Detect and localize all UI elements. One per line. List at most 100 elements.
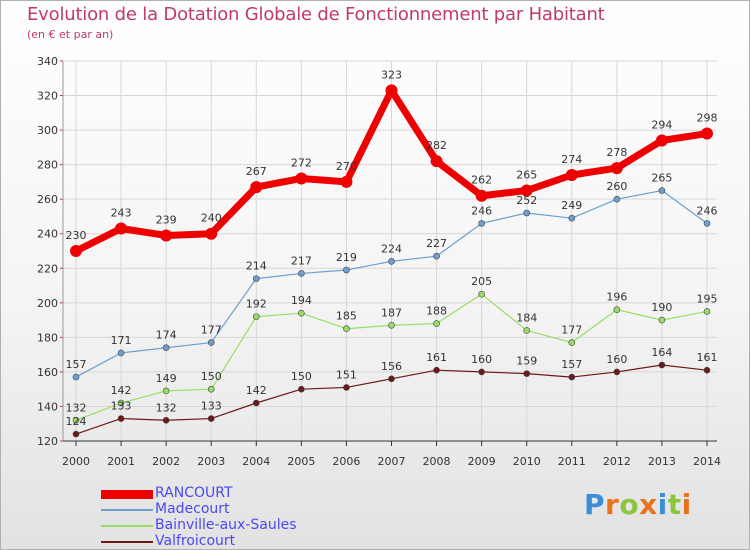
data-label: 196 — [606, 291, 627, 304]
data-point — [613, 306, 621, 314]
data-label: 240 — [201, 212, 222, 225]
data-point — [478, 220, 485, 227]
data-label: 252 — [516, 194, 537, 207]
data-label: 227 — [426, 237, 447, 250]
chart-subtitle: (en € et par an) — [27, 28, 114, 41]
data-label: 187 — [381, 306, 402, 319]
x-tick-label: 2001 — [107, 455, 135, 468]
data-point — [655, 134, 668, 147]
data-label: 272 — [291, 156, 312, 169]
data-point — [658, 316, 666, 324]
data-label: 132 — [156, 401, 177, 414]
x-tick-label: 2006 — [332, 455, 360, 468]
chart-legend: RANCOURT Madecourt Bainville-aux-Saules … — [101, 485, 361, 549]
data-label: 142 — [246, 384, 267, 397]
data-point — [658, 361, 666, 369]
data-point — [523, 209, 531, 217]
data-label: 239 — [156, 213, 177, 226]
data-point — [295, 172, 308, 185]
y-tick-label: 320 — [37, 90, 58, 103]
data-point — [433, 320, 440, 327]
data-point — [162, 344, 170, 352]
logo-letter: i — [681, 488, 692, 521]
y-tick-label: 120 — [37, 435, 58, 448]
data-label: 265 — [651, 172, 672, 185]
y-tick-label: 140 — [37, 400, 58, 413]
data-point — [72, 430, 80, 438]
data-label: 298 — [697, 112, 718, 125]
data-label: 270 — [336, 160, 357, 173]
data-label: 267 — [246, 165, 267, 178]
data-point — [388, 375, 395, 383]
x-tick-label: 2005 — [287, 455, 315, 468]
x-tick-label: 2012 — [603, 455, 631, 468]
data-label: 164 — [651, 346, 672, 359]
data-point — [205, 227, 218, 240]
data-label: 157 — [66, 358, 87, 371]
data-label: 278 — [606, 146, 627, 159]
data-label: 230 — [66, 229, 87, 242]
data-point — [298, 270, 305, 277]
data-label: 171 — [111, 334, 132, 347]
data-label: 161 — [697, 351, 718, 364]
data-point — [117, 415, 125, 422]
data-label: 214 — [246, 260, 267, 273]
logo-letter: t — [667, 488, 682, 521]
legend-swatch-bainville — [101, 525, 153, 527]
data-label: 177 — [201, 324, 222, 337]
legend-label: Bainville-aux-Saules — [155, 517, 297, 533]
data-label: 219 — [336, 251, 357, 264]
data-point — [72, 416, 80, 424]
data-point — [72, 373, 80, 381]
legend-item: Bainville-aux-Saules — [101, 517, 361, 534]
x-tick-label: 2004 — [242, 455, 270, 468]
data-label: 195 — [697, 292, 718, 305]
data-point — [523, 370, 531, 377]
y-tick-label: 340 — [37, 55, 58, 68]
x-tick-label: 2002 — [152, 455, 180, 468]
logo-letter: P — [584, 488, 606, 521]
y-tick-label: 240 — [37, 228, 58, 241]
data-label: 185 — [336, 310, 357, 323]
data-label: 265 — [516, 169, 537, 182]
data-label: 161 — [426, 351, 447, 364]
data-label: 177 — [561, 324, 582, 337]
data-point — [520, 184, 533, 197]
data-point — [385, 84, 398, 97]
y-tick-label: 220 — [37, 262, 58, 275]
data-label: 243 — [111, 207, 132, 220]
data-point — [340, 175, 353, 188]
data-label: 156 — [381, 360, 402, 373]
data-label: 150 — [291, 370, 312, 383]
data-label: 246 — [471, 204, 492, 217]
legend-label: Madecourt — [155, 501, 230, 517]
data-label: 274 — [561, 153, 582, 166]
data-point — [207, 415, 215, 422]
legend-item: Madecourt — [101, 501, 361, 518]
data-label: 150 — [201, 370, 222, 383]
data-point — [117, 399, 125, 407]
data-label: 294 — [651, 118, 672, 131]
legend-swatch-valfroicourt — [101, 541, 153, 543]
x-tick-label: 2008 — [423, 455, 451, 468]
data-point — [568, 373, 576, 381]
data-point — [117, 349, 125, 357]
logo-letter: i — [657, 488, 668, 521]
data-label: 205 — [471, 275, 492, 288]
data-label: 174 — [156, 329, 177, 342]
data-point — [162, 416, 170, 424]
data-point — [658, 187, 666, 194]
data-label: 217 — [291, 254, 312, 267]
data-point — [343, 325, 350, 333]
legend-item: Valfroicourt — [101, 533, 361, 549]
x-tick-label: 2003 — [197, 455, 225, 468]
data-label: 157 — [561, 358, 582, 371]
data-label: 160 — [471, 353, 492, 366]
data-point — [298, 385, 305, 393]
data-label: 184 — [516, 311, 537, 324]
data-point — [162, 387, 170, 395]
data-label: 159 — [516, 355, 537, 368]
data-point — [703, 220, 711, 227]
